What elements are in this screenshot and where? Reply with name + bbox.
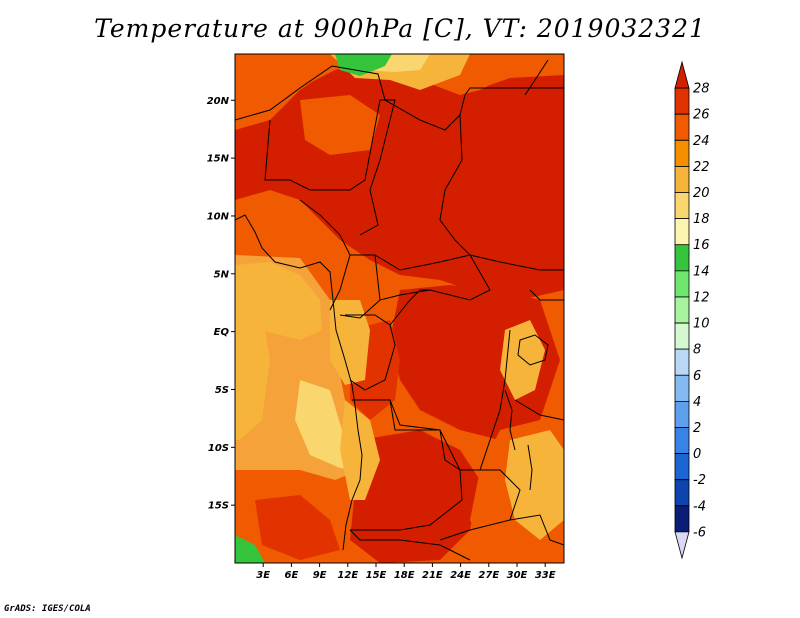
colorbar-label: 16: [693, 238, 710, 253]
field-north-warm: [235, 54, 564, 120]
lake-victoria: [517, 334, 549, 366]
colorbar-label: 6: [693, 369, 701, 384]
border-angola-south: [350, 399, 463, 531]
field-north-cold: [335, 54, 392, 76]
field-ocean-sw-cool: [235, 300, 270, 440]
colorbar-segment: [674, 322, 690, 350]
colorbar-label: -2: [693, 473, 706, 488]
colorbar-label: 0: [693, 447, 701, 462]
border-algeria-libya: [235, 65, 564, 131]
border-mozambique: [509, 514, 564, 546]
lat-tick-label: 10S: [208, 443, 229, 454]
lon-tick-label: 30E: [507, 570, 528, 581]
colorbar-segment: [674, 479, 690, 507]
field-south-west-cool: [340, 400, 380, 500]
credit-text: GrADS: IGES/COLA: [4, 604, 91, 614]
colorbar-segment: [674, 400, 690, 428]
lon-tick-label: 21E: [422, 570, 443, 581]
border-sudan-south: [469, 254, 564, 271]
border-namibia-botswana: [349, 529, 471, 561]
lon-tick-label: 6E: [285, 570, 299, 581]
lat-tick-label: 15N: [207, 154, 230, 165]
colorbar-segment: [674, 113, 690, 141]
lat-tick-label: 15S: [208, 501, 229, 512]
field-sw-corner-cold: [235, 535, 265, 563]
lat-tick-label: 5S: [215, 385, 229, 396]
lon-tick-label: 33E: [535, 570, 556, 581]
border-drc-west: [389, 289, 430, 326]
colorbar-segment: [674, 348, 690, 376]
colorbar-segment: [674, 296, 690, 324]
longitude-axis: 3E 6E 9E 12E 15E 18E 21E 24E 27E 30E 33E: [256, 563, 556, 581]
colorbar-segment: [674, 166, 690, 193]
lon-tick-label: 15E: [366, 570, 387, 581]
colorbar-label: -6: [693, 525, 706, 540]
colorbar-segment: [674, 139, 690, 167]
field-ocean-coast-cool: [295, 380, 355, 470]
lake-tanganyika: [504, 389, 516, 451]
latitude-axis: 20N 15N 10N 5N EQ 5S 10S 15S: [207, 96, 235, 512]
colorbar-segment: [674, 218, 690, 246]
nile-border: [524, 59, 549, 96]
lake-malawi: [527, 444, 533, 491]
border-car: [374, 254, 491, 301]
colorbar-segment: [674, 270, 690, 298]
colorbar-label: 28: [693, 82, 710, 97]
border-nigeria-cameroon: [299, 199, 351, 311]
colorbar-label: 24: [693, 134, 710, 149]
field-gabon-cool: [330, 300, 370, 385]
border-zambia: [439, 469, 521, 541]
plot-frame: [234, 53, 565, 564]
colorbar-segment: [674, 531, 690, 560]
lat-tick-label: 5N: [214, 269, 230, 280]
border-mali-niger: [264, 99, 381, 191]
border-tanzania: [514, 399, 564, 421]
border-cameroon-east: [339, 254, 381, 319]
colorbar-segment: [674, 87, 690, 115]
colorbar-label: 10: [693, 317, 710, 332]
border-chad-sudan: [439, 114, 471, 256]
field-east-highlands-cool: [505, 430, 564, 540]
colorbar-segment: [674, 427, 690, 454]
colorbar-label: 20: [693, 186, 710, 201]
colorbar-label: 14: [693, 264, 710, 279]
colorbar-segment: [674, 374, 690, 402]
lon-tick-label: 24E: [450, 570, 471, 581]
colorbar-segment: [674, 453, 690, 481]
field-nw-cool: [300, 95, 380, 155]
colorbar-label: 2: [693, 421, 701, 436]
colorbar-segment: [674, 244, 690, 272]
lat-tick-label: 20N: [207, 96, 230, 107]
lon-tick-label: 3E: [256, 570, 270, 581]
colorbar-label: 18: [693, 212, 710, 227]
map-title: Temperature at 900hPa [C], VT: 201903232…: [94, 14, 706, 43]
lon-tick-label: 12E: [337, 570, 358, 581]
lon-tick-label: 9E: [313, 570, 327, 581]
lat-tick-label: EQ: [214, 327, 230, 338]
colorbar-segment: [674, 60, 690, 89]
field-lakes-cool: [500, 320, 545, 400]
lon-tick-label: 18E: [394, 570, 415, 581]
colorbar-label: 4: [693, 395, 701, 410]
field-ocean-sw-hot: [255, 495, 340, 560]
colorbar-segment: [674, 505, 690, 533]
temperature-field: [235, 54, 564, 563]
colorbar-segment: [674, 192, 690, 220]
colorbar-label: 12: [693, 290, 710, 305]
lat-tick-label: 10N: [207, 211, 230, 222]
lon-tick-label: 27E: [478, 570, 499, 581]
colorbar-label: 8: [693, 343, 701, 358]
border-niger-chad: [359, 99, 396, 236]
coastline-west: [235, 214, 363, 551]
field-gulf-guinea: [235, 262, 322, 340]
colorbar-label: -4: [693, 499, 706, 514]
country-borders: [235, 59, 564, 561]
border-kenya: [529, 289, 564, 301]
colorbar-label: 22: [693, 160, 710, 175]
border-congo: [345, 314, 396, 391]
colorbar-label: 26: [693, 108, 710, 123]
